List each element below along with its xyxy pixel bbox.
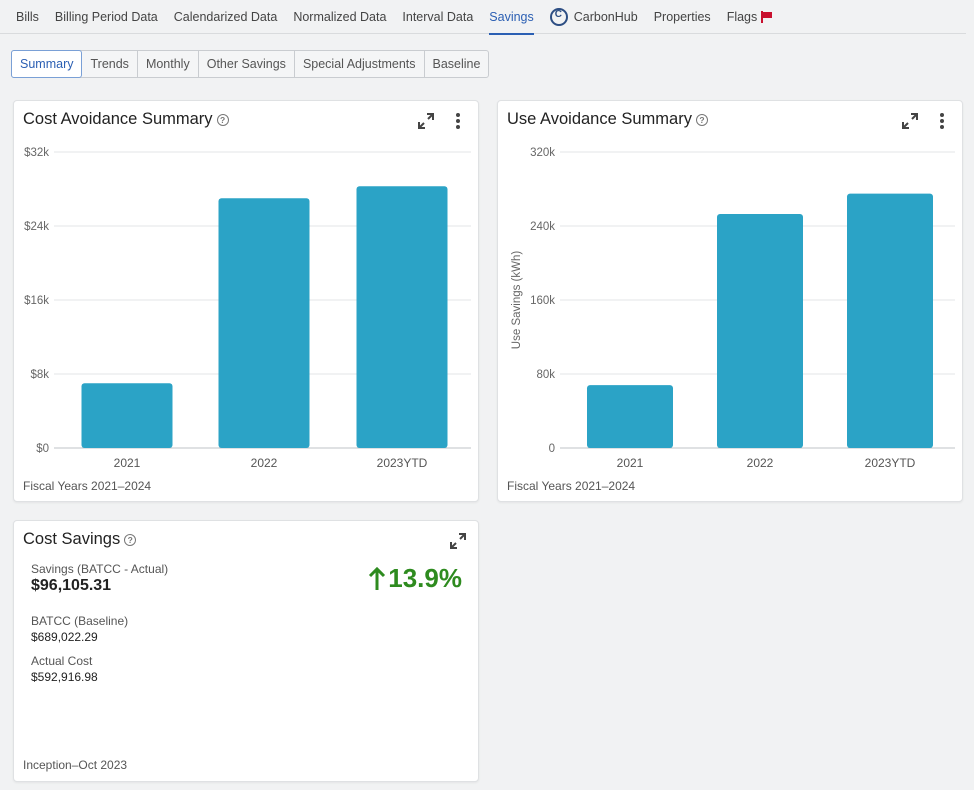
nav-tab-billing-period-data[interactable]: Billing Period Data [47,0,166,34]
nav-tab-label: Savings [489,9,534,24]
subtab-summary[interactable]: Summary [11,50,83,78]
nav-tab-calendarized-data[interactable]: Calendarized Data [166,0,286,34]
y-tick-label: 320k [530,147,555,159]
card-title-text: Cost Avoidance Summary [23,110,213,128]
x-tick-label: 2023YTD [865,456,916,470]
actual-cost-label: Actual Cost [31,654,93,668]
x-tick-label: 2021 [617,456,644,470]
y-tick-label: 160k [530,295,555,307]
savings-subtabs: Summary Trends Monthly Other Savings Spe… [11,50,490,78]
y-axis-label: Use Savings (kWh) [511,251,523,350]
nav-tab-savings[interactable]: Savings [481,0,541,35]
expand-icon[interactable] [901,112,919,130]
subtab-other-savings[interactable]: Other Savings [199,51,295,77]
nav-tab-label: Billing Period Data [54,9,158,24]
card-footer: Fiscal Years 2021–2024 [23,479,152,493]
cost-avoidance-card: Cost Avoidance Summary ? $0 $8k $16k $24k $3… [13,100,479,502]
nav-tab-interval-data[interactable]: Interval Data [394,0,481,34]
carbonhub-logo-icon [549,7,568,26]
card-title-text: Cost Savings [23,530,121,548]
x-tick-label: 2022 [747,456,774,470]
arrow-up-icon [369,566,386,590]
nav-tab-label: Flags [726,9,758,24]
y-tick-label: $8k [30,369,49,381]
nav-tab-properties[interactable]: Properties [646,0,719,34]
use-avoidance-card: Use Avoidance Summary ? 0 80k 160k 240k 320k… [497,100,963,502]
help-icon[interactable]: ? [216,113,229,126]
cost-avoidance-chart: $0 $8k $16k $24k $32k 2021 2022 2023YTD [24,147,471,470]
nav-tab-normalized-data[interactable]: Normalized Data [285,0,394,34]
nav-tab-label: Bills [16,9,39,24]
y-tick-label: $24k [24,221,49,233]
baseline-value: $689,022.29 [31,630,98,644]
savings-percent: 13.9% [368,563,462,594]
nav-tab-bills[interactable]: Bills [8,0,47,34]
x-tick-label: 2022 [251,456,278,470]
nav-tab-carbonhub[interactable]: CarbonHub [542,0,646,34]
help-icon[interactable]: ? [124,533,137,546]
subtab-trends[interactable]: Trends [82,51,138,77]
flag-icon [761,10,773,23]
card-footer: Inception–Oct 2023 [23,758,128,772]
y-tick-label: 80k [536,369,555,381]
more-options-icon[interactable] [939,113,945,129]
expand-icon[interactable] [417,112,435,130]
subtab-monthly[interactable]: Monthly [138,51,199,77]
x-tick-label: 2023YTD [377,456,428,470]
card-title: Cost Savings ? [23,530,137,549]
y-tick-label: 240k [530,221,555,233]
y-tick-label: $32k [24,147,49,159]
bar-2021 [587,385,673,448]
help-icon[interactable]: ? [695,113,708,126]
nav-tab-label: CarbonHub [573,9,638,24]
card-title: Use Avoidance Summary ? [507,110,708,129]
card-title: Cost Avoidance Summary ? [23,110,229,129]
y-tick-label: $0 [36,443,49,455]
bar-2023ytd [356,186,448,448]
bar-2022 [717,213,803,448]
y-tick-label: 0 [549,443,555,455]
y-tick-label: $16k [24,295,49,307]
subtab-baseline[interactable]: Baseline [432,57,481,71]
card-footer: Fiscal Years 2021–2024 [507,479,636,493]
nav-tab-label: Properties [653,9,711,24]
nav-tab-label: Normalized Data [293,9,387,24]
bar-2021 [81,383,173,448]
baseline-label: BATCC (Baseline) [31,614,129,628]
x-tick-label: 2021 [114,456,141,470]
top-nav: Bills Billing Period Data Calendarized D… [0,0,966,35]
nav-tab-label: Calendarized Data [173,9,278,24]
more-options-icon[interactable] [455,113,461,129]
bar-2022 [218,198,310,448]
savings-percent-value: 13.9% [388,563,462,593]
cost-savings-card: Cost Savings ? Savings (BATCC - Actual) … [13,520,479,782]
bar-2023ytd [847,193,933,448]
subtab-special-adjustments[interactable]: Special Adjustments [295,51,425,77]
nav-tab-label: Interval Data [402,9,474,24]
card-title-text: Use Avoidance Summary [507,110,692,128]
nav-tab-flags[interactable]: Flags [719,0,781,34]
actual-cost-value: $592,916.98 [31,670,98,684]
expand-icon[interactable] [449,532,467,550]
savings-label: Savings (BATCC - Actual) [31,562,169,576]
use-avoidance-chart: 0 80k 160k 240k 320k 2021 2022 2023YTD Use Savin… [511,147,955,470]
savings-value: $96,105.31 [31,577,112,594]
